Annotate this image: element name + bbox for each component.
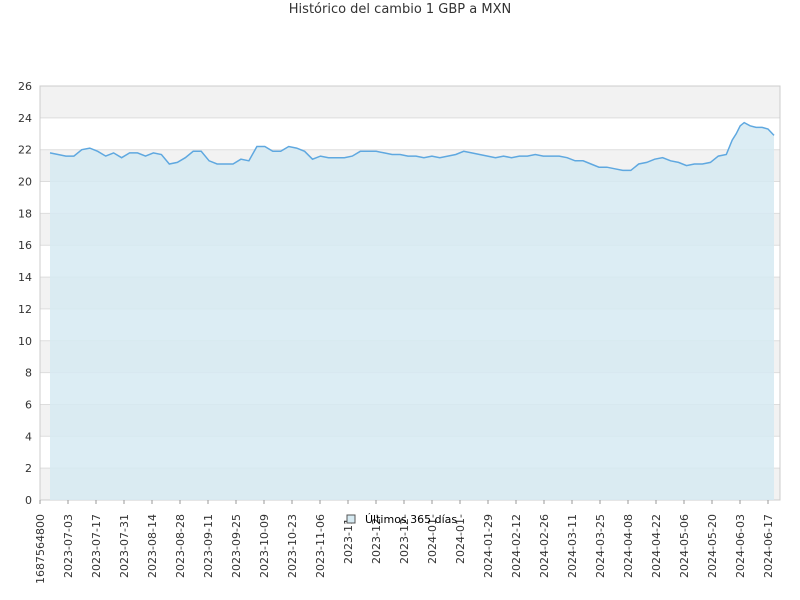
y-tick-label: 8 [25,367,32,380]
series-line [49,121,775,172]
y-tick-label: 2 [25,462,32,475]
y-tick-label: 26 [18,80,32,93]
x-tick-label: 2024-01- [426,514,439,564]
x-tick-label: 2024-02-26 [538,514,551,578]
grid-band [40,117,780,150]
y-tick-label: 20 [18,176,32,189]
x-tick-label: 2024-04-08 [622,514,635,578]
y-tick-label: 24 [18,112,32,125]
x-tick-label: 2023-09-25 [230,514,243,578]
legend-label: Últimos 365 días [365,513,457,526]
x-tick-label: 2023-11-06 [314,514,327,578]
x-tick-label: 2024-04-22 [650,514,663,578]
x-tick-label: 2023-09-11 [202,514,215,578]
legend: Últimos 365 días [346,513,457,526]
y-tick-label: 10 [18,335,32,348]
x-tick-label: 2024-05-20 [706,514,719,578]
legend-swatch [346,514,356,524]
x-tick-label: 2023-11- [342,514,355,564]
x-tick-label: 2024-03-25 [594,514,607,578]
y-tick-label: 14 [18,271,32,284]
y-tick-label: 4 [25,430,32,443]
x-tick-label: 2023-12- [398,514,411,564]
x-tick-label: 2023-10-09 [258,514,271,578]
x-axis: 1687564800 2023-07-03 2023-07-17 2023-07-31… [34,500,775,584]
x-tick-label: 2023-12- [370,514,383,564]
x-tick-label: 2023-07-03 [62,514,75,578]
x-tick-label: 2023-07-31 [118,514,131,578]
y-tick-label: 6 [25,398,32,411]
series-area [50,122,774,500]
x-tick-label: 2023-08-28 [174,514,187,578]
area-layer [49,121,775,500]
y-tick-label: 16 [18,239,32,252]
x-tick-label: 2024-06-17 [762,514,775,578]
y-tick-label: 22 [18,144,32,157]
y-tick-label: 0 [25,494,32,507]
x-tick-label: 2023-07-17 [90,514,103,578]
x-tick-label: 1687564800 [34,514,47,584]
y-tick-label: 12 [18,303,32,316]
x-tick-label: 2024-01- [454,514,467,564]
y-tick-label: 18 [18,207,32,220]
x-tick-label: 2024-06-03 [734,514,747,578]
x-tick-label: 2024-03-11 [566,514,579,578]
grid-band [40,86,780,118]
x-tick-label: 2024-02-12 [510,514,523,578]
x-tick-label: 2023-08-14 [146,514,159,578]
x-tick-label: 2023-10-23 [286,514,299,578]
x-tick-label: 2024-05-06 [678,514,691,578]
x-tick-label: 2024-01-29 [482,514,495,578]
chart-title: Histórico del cambio 1 GBP a MXN [288,2,512,17]
